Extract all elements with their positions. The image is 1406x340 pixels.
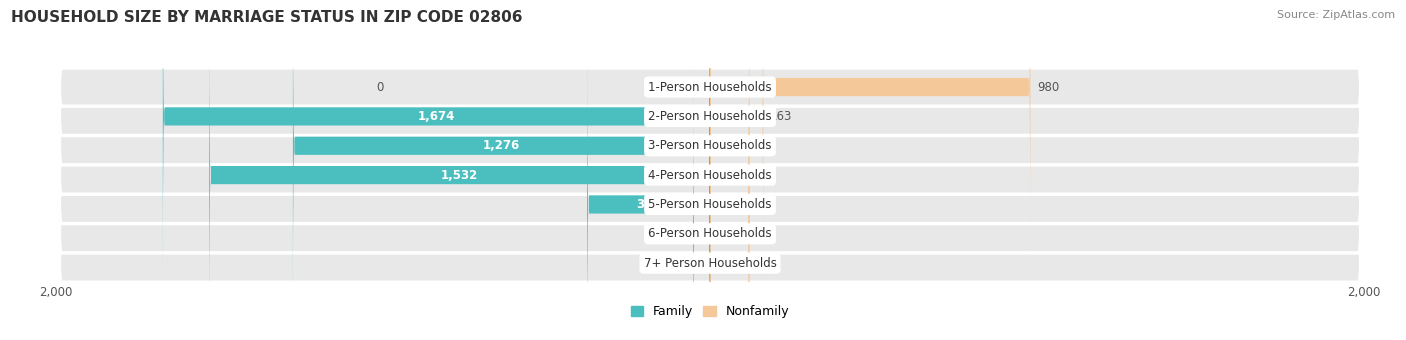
FancyBboxPatch shape — [710, 0, 749, 313]
Text: 1,276: 1,276 — [482, 139, 520, 152]
FancyBboxPatch shape — [56, 0, 1364, 340]
FancyBboxPatch shape — [56, 0, 1364, 340]
Text: 0: 0 — [756, 227, 763, 240]
Text: 376: 376 — [637, 198, 661, 211]
FancyBboxPatch shape — [710, 0, 763, 283]
Text: Source: ZipAtlas.com: Source: ZipAtlas.com — [1277, 10, 1395, 20]
FancyBboxPatch shape — [710, 67, 749, 340]
FancyBboxPatch shape — [163, 0, 710, 283]
FancyBboxPatch shape — [693, 67, 710, 340]
Text: 5-Person Households: 5-Person Households — [648, 198, 772, 211]
FancyBboxPatch shape — [710, 96, 749, 340]
Text: 0: 0 — [756, 198, 763, 211]
FancyBboxPatch shape — [588, 37, 710, 340]
FancyBboxPatch shape — [56, 0, 1364, 340]
Text: 6-Person Households: 6-Person Households — [648, 227, 772, 240]
Text: 0: 0 — [375, 81, 382, 94]
Text: 1-Person Households: 1-Person Households — [648, 81, 772, 94]
Text: 0: 0 — [756, 257, 763, 270]
FancyBboxPatch shape — [56, 0, 1364, 340]
Text: 1,674: 1,674 — [418, 110, 456, 123]
Legend: Family, Nonfamily: Family, Nonfamily — [626, 300, 794, 323]
Text: 3-Person Households: 3-Person Households — [648, 139, 772, 152]
Text: 52: 52 — [672, 227, 686, 240]
Text: 7+ Person Households: 7+ Person Households — [644, 257, 776, 270]
FancyBboxPatch shape — [710, 37, 749, 340]
FancyBboxPatch shape — [710, 0, 1031, 254]
Text: 4-Person Households: 4-Person Households — [648, 169, 772, 182]
FancyBboxPatch shape — [56, 0, 1364, 340]
Text: HOUSEHOLD SIZE BY MARRIAGE STATUS IN ZIP CODE 02806: HOUSEHOLD SIZE BY MARRIAGE STATUS IN ZIP… — [11, 10, 523, 25]
Text: 0: 0 — [756, 169, 763, 182]
Text: 0: 0 — [657, 257, 664, 270]
FancyBboxPatch shape — [56, 0, 1364, 340]
FancyBboxPatch shape — [209, 8, 710, 340]
FancyBboxPatch shape — [56, 0, 1364, 340]
Text: 1,532: 1,532 — [441, 169, 478, 182]
Text: 980: 980 — [1038, 81, 1059, 94]
Text: 0: 0 — [756, 139, 763, 152]
FancyBboxPatch shape — [710, 8, 749, 340]
Text: 163: 163 — [770, 110, 792, 123]
Text: 2-Person Households: 2-Person Households — [648, 110, 772, 123]
FancyBboxPatch shape — [292, 0, 710, 313]
